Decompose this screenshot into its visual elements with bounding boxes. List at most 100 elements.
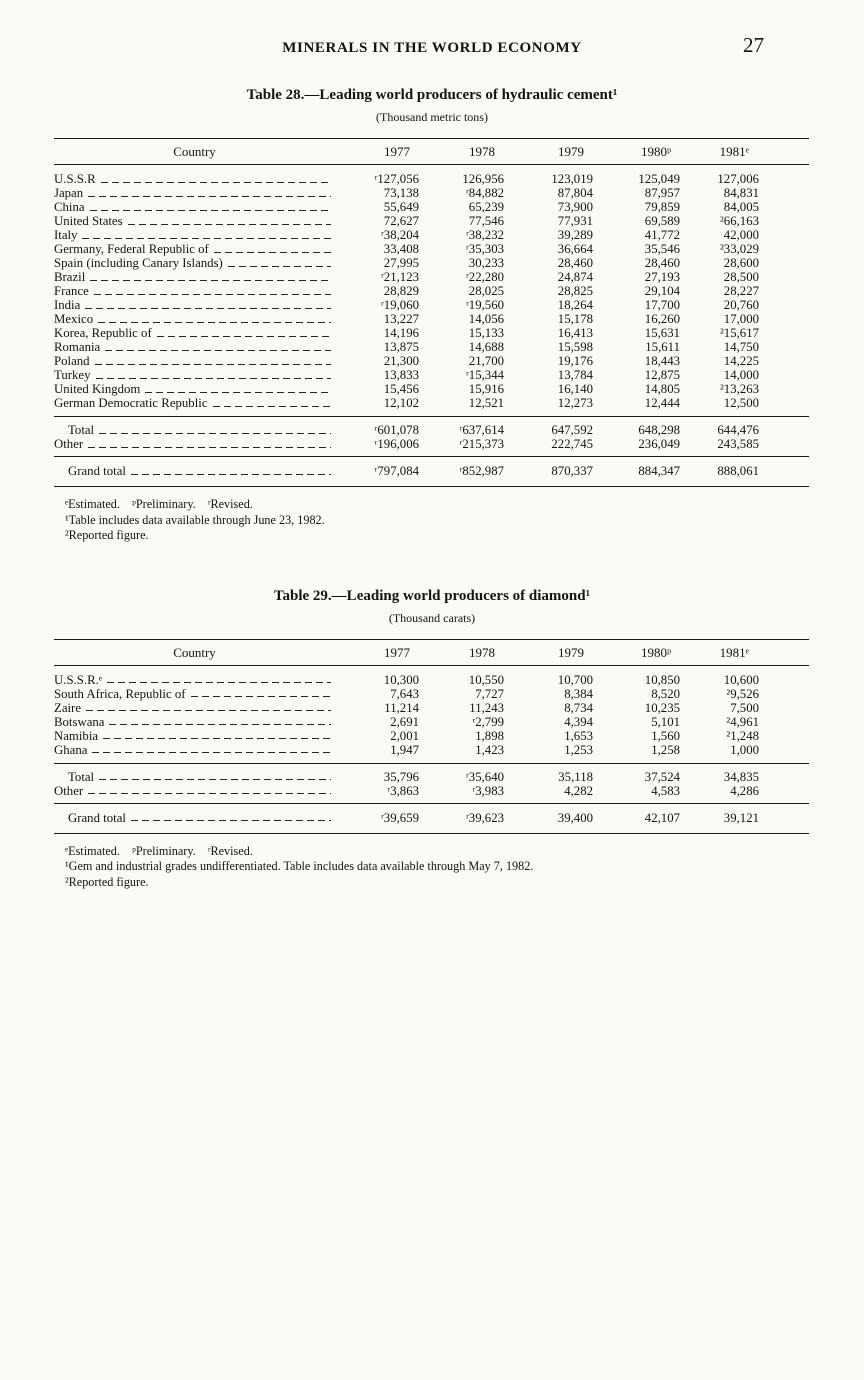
table-row: Mexico 13,227 14,056 15,178 16,260 17,000: [54, 312, 809, 326]
dash-leader: [130, 473, 331, 475]
value-cell: 243,585: [717, 437, 759, 451]
value-cell: ʳ2,799: [472, 714, 504, 729]
column-header-year: 1978: [419, 138, 504, 165]
value-cell: 13,227: [383, 312, 419, 326]
value-cell: 647,592: [504, 416, 593, 437]
value-cell: 34,835: [680, 762, 809, 784]
column-header-country: Country: [54, 639, 334, 666]
table-row: Other ʳ3,863 ʳ3,983 4,282 4,583 4,286: [54, 784, 809, 804]
column-header-year: 1980ᵖ: [593, 138, 680, 165]
footnote: ²Reported figure.: [65, 874, 149, 889]
dash-leader: [212, 405, 331, 407]
value-cell: 10,850: [644, 672, 680, 687]
value-cell: 11,243: [469, 700, 504, 715]
value-cell: 28,227: [723, 284, 759, 298]
table-row: Japan 73,138 ʳ84,882 87,804 87,957 84,831: [54, 186, 809, 200]
value-cell: 10,300: [383, 672, 419, 687]
value-cell: 73,900: [557, 200, 593, 214]
table-row: Italy ʳ38,204 ʳ38,232 39,289 41,772 42,000: [54, 228, 809, 242]
table-row: United Kingdom 15,456 15,916 16,140 14,805 ²1…: [54, 382, 809, 396]
value-cell: 123,019: [551, 172, 593, 186]
value-cell: 12,102: [383, 396, 419, 410]
row-label: United States: [54, 214, 123, 228]
dash-leader: [227, 265, 331, 267]
value-cell: 28,600: [723, 256, 759, 270]
row-label: Botswana: [54, 714, 105, 729]
value-cell: 79,859: [644, 200, 680, 214]
dash-leader: [190, 696, 331, 697]
value-cell: 1,253: [564, 742, 593, 757]
value-cell: ʳ3,983: [472, 783, 504, 798]
value-cell: 16,413: [557, 326, 593, 340]
value-cell: 4,282: [564, 783, 593, 798]
value-cell: 77,931: [557, 214, 593, 228]
running-head: MINERALS IN THE WORLD ECONOMY: [282, 40, 582, 56]
table-row: China 55,649 65,239 73,900 79,859 84,005: [54, 200, 809, 214]
value-cell: ʳ196,006: [374, 437, 419, 451]
value-cell: 87,957: [644, 186, 680, 200]
value-cell: 28,500: [723, 270, 759, 284]
row-label: Italy: [54, 228, 78, 242]
value-cell: 7,643: [390, 686, 419, 701]
value-cell: 42,107: [593, 802, 680, 833]
table-row: German Democratic Republic 12,102 12,521 12…: [54, 396, 809, 417]
dash-leader: [86, 710, 331, 711]
value-cell: 28,460: [644, 256, 680, 270]
table-row: Grand total ʳ797,084 ʳ852,987 870,337 884,34…: [54, 456, 809, 487]
value-cell: 12,500: [723, 396, 759, 410]
value-cell: 14,750: [723, 340, 759, 354]
value-cell: ²13,263: [719, 382, 759, 396]
column-header-year: 1977: [334, 138, 419, 165]
header-row: Country 1977 1978 1979 1980ᵖ 1981ᵉ: [54, 138, 809, 165]
value-cell: 27,193: [644, 270, 680, 284]
value-cell: 87,804: [557, 186, 593, 200]
row-label: U.S.S.R: [54, 172, 96, 186]
row-label: German Democratic Republic: [54, 396, 208, 410]
table-title: Table 28.—Leading world producers of hyd…: [246, 87, 618, 103]
row-label: Korea, Republic of: [54, 326, 152, 340]
value-cell: 72,627: [383, 214, 419, 228]
value-cell: 16,140: [557, 382, 593, 396]
row-label: Grand total: [68, 810, 126, 825]
value-cell: 4,286: [730, 783, 759, 798]
value-cell: ²4,961: [726, 714, 759, 729]
value-cell: ²9,526: [726, 686, 759, 701]
value-cell: 12,521: [468, 396, 504, 410]
dash-leader: [99, 779, 331, 780]
grand-total-row: Grand total ʳ39,659 ʳ39,623 39,400 42,107 39,…: [54, 802, 809, 833]
value-cell: 12,875: [644, 368, 680, 382]
value-cell: 73,138: [383, 186, 419, 200]
dash-leader: [145, 391, 331, 393]
grand-total-row: Grand total ʳ797,084 ʳ852,987 870,337 884,34…: [54, 456, 809, 487]
value-cell: 127,006: [717, 172, 759, 186]
dash-leader: [127, 223, 331, 225]
dash-leader: [95, 377, 331, 379]
value-cell: ²1,248: [726, 728, 759, 743]
value-cell: 18,264: [557, 298, 593, 312]
column-header-year: 1978: [419, 639, 504, 666]
value-cell: 17,000: [723, 312, 759, 326]
value-cell: 16,260: [644, 312, 680, 326]
column-header-year: 1979: [504, 639, 593, 666]
value-cell: 1,653: [564, 728, 593, 743]
dash-leader: [100, 181, 331, 183]
value-cell: 14,805: [644, 382, 680, 396]
footnote: ¹Gem and industrial grades undifferentia…: [65, 859, 534, 873]
value-cell: ʳ39,623: [419, 802, 504, 833]
value-cell: ʳ3,863: [387, 783, 419, 798]
row-label: Total: [68, 423, 95, 437]
value-cell: 14,000: [723, 368, 759, 382]
value-cell: 28,025: [468, 284, 504, 298]
table-row: Total 35,796 ʳ35,640 35,118 37,524 34,835: [54, 762, 809, 784]
value-cell: 84,005: [723, 200, 759, 214]
value-cell: 18,443: [644, 354, 680, 368]
table-row: India ʳ19,060 ʳ19,560 18,264 17,700 20,760: [54, 298, 809, 312]
footnote: ᵉEstimated. ᵖPreliminary. ʳRevised.: [65, 497, 253, 511]
value-cell: ʳ215,373: [459, 437, 504, 451]
value-cell: ʳ127,056: [374, 172, 419, 186]
column-header-year: 1977: [334, 639, 419, 666]
value-cell: 10,600: [723, 672, 759, 687]
value-cell: 1,000: [730, 742, 759, 757]
value-cell: 41,772: [644, 228, 680, 242]
value-cell: 35,118: [504, 762, 593, 784]
